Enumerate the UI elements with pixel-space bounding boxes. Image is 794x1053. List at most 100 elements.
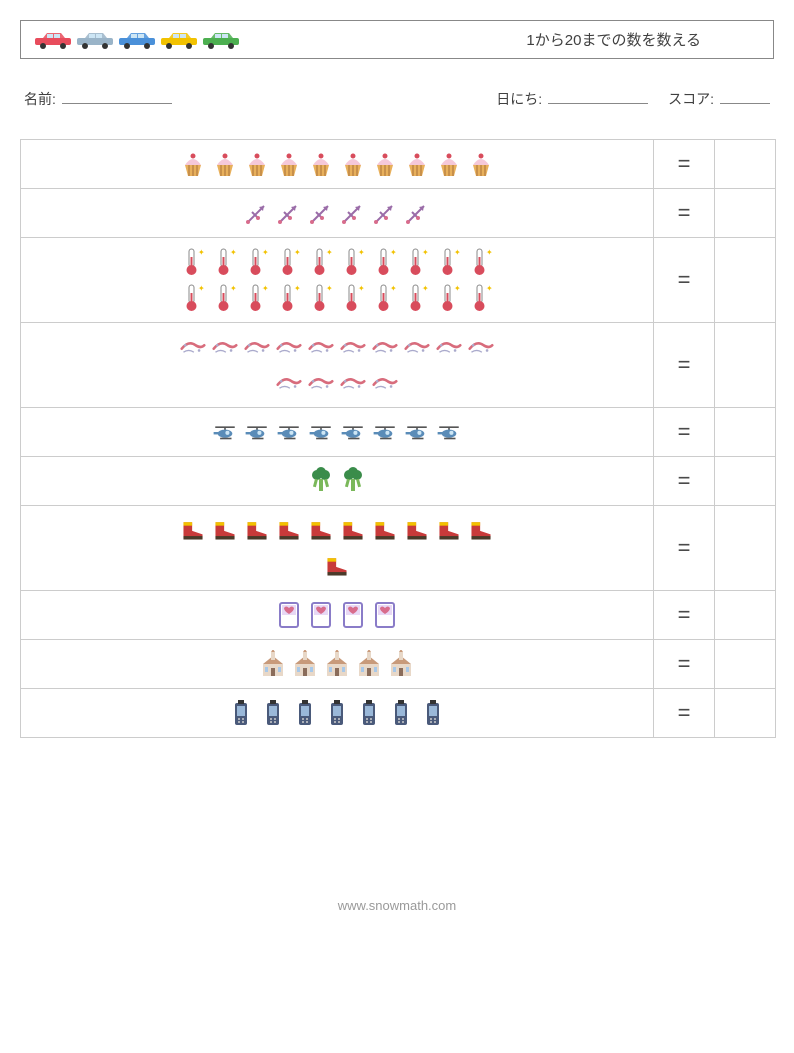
- svg-text:✦: ✦: [454, 248, 460, 257]
- svg-text:✦: ✦: [294, 284, 300, 293]
- phone-icon: [420, 699, 446, 727]
- date-label: 日にち:: [496, 89, 542, 109]
- helicopter-icon: [436, 418, 462, 446]
- table-row: =: [21, 188, 775, 237]
- helicopter-icon: [276, 418, 302, 446]
- answer-cell[interactable]: [715, 323, 775, 407]
- svg-text:✦: ✦: [486, 248, 492, 257]
- card-icon: [372, 601, 398, 629]
- svg-text:✦: ✦: [486, 284, 492, 293]
- boot-icon: [372, 516, 398, 544]
- table-row: =: [21, 456, 775, 505]
- car-icon: [33, 31, 73, 49]
- wind-icon: [372, 369, 398, 397]
- helicopter-icon: [340, 418, 366, 446]
- name-blank[interactable]: [62, 89, 172, 104]
- thermometer-icon: ✦: [372, 248, 398, 276]
- thermometer-icon: ✦: [244, 248, 270, 276]
- equals-cell: =: [653, 591, 715, 639]
- church-icon: [324, 650, 350, 678]
- worksheet-title: 1から20までの数を数える: [526, 29, 761, 50]
- boot-icon: [276, 516, 302, 544]
- answer-cell[interactable]: [715, 408, 775, 456]
- date-blank[interactable]: [548, 89, 648, 104]
- thermometer-icon: ✦: [212, 284, 238, 312]
- thermometer-icon: ✦: [244, 284, 270, 312]
- sagittarius-icon: [244, 199, 270, 227]
- cupcake-icon: [212, 150, 238, 178]
- car-icon: [75, 31, 115, 49]
- sagittarius-icon: [404, 199, 430, 227]
- wind-icon: [372, 333, 398, 361]
- items-cell: [21, 323, 653, 407]
- equals-cell: =: [653, 689, 715, 737]
- cupcake-icon: [180, 150, 206, 178]
- footer-link[interactable]: www.snowmath.com: [338, 898, 456, 913]
- table-row: =: [21, 322, 775, 407]
- cupcake-icon: [372, 150, 398, 178]
- sagittarius-icon: [340, 199, 366, 227]
- thermometer-icon: ✦: [404, 248, 430, 276]
- car-strip: [33, 31, 241, 49]
- wind-icon: [244, 333, 270, 361]
- thermometer-icon: ✦: [340, 248, 366, 276]
- table-row: =: [21, 505, 775, 590]
- thermometer-icon: ✦: [180, 248, 206, 276]
- items-cell: [21, 689, 653, 737]
- footer: www.snowmath.com: [20, 898, 774, 913]
- thermometer-icon: ✦: [276, 284, 302, 312]
- thermometer-icon: ✦: [436, 248, 462, 276]
- thermometer-icon: ✦: [308, 284, 334, 312]
- answer-cell[interactable]: [715, 689, 775, 737]
- boot-icon: [212, 516, 238, 544]
- sagittarius-icon: [372, 199, 398, 227]
- svg-text:✦: ✦: [454, 284, 460, 293]
- card-icon: [308, 601, 334, 629]
- items-cell: [21, 140, 653, 188]
- answer-cell[interactable]: [715, 506, 775, 590]
- svg-text:✦: ✦: [294, 248, 300, 257]
- answer-cell[interactable]: [715, 457, 775, 505]
- equals-cell: =: [653, 408, 715, 456]
- broccoli-icon: [308, 467, 334, 495]
- svg-text:✦: ✦: [326, 284, 332, 293]
- wind-icon: [340, 333, 366, 361]
- thermometer-icon: ✦: [212, 248, 238, 276]
- cupcake-icon: [404, 150, 430, 178]
- score-label: スコア:: [668, 89, 714, 109]
- items-cell: [21, 408, 653, 456]
- score-blank[interactable]: [720, 89, 770, 104]
- wind-icon: [276, 369, 302, 397]
- svg-text:✦: ✦: [422, 284, 428, 293]
- thermometer-icon: ✦: [180, 284, 206, 312]
- wind-icon: [276, 333, 302, 361]
- table-row: ✦✦✦✦✦✦✦✦✦✦✦✦✦✦✦✦✦✦✦✦=: [21, 237, 775, 322]
- wind-icon: [468, 333, 494, 361]
- phone-icon: [228, 699, 254, 727]
- church-icon: [388, 650, 414, 678]
- answer-cell[interactable]: [715, 591, 775, 639]
- boot-icon: [180, 516, 206, 544]
- answer-cell[interactable]: [715, 238, 775, 322]
- helicopter-icon: [308, 418, 334, 446]
- helicopter-icon: [212, 418, 238, 446]
- answer-cell[interactable]: [715, 640, 775, 688]
- svg-text:✦: ✦: [326, 248, 332, 257]
- equals-cell: =: [653, 189, 715, 237]
- svg-text:✦: ✦: [198, 284, 204, 293]
- answer-cell[interactable]: [715, 189, 775, 237]
- thermometer-icon: ✦: [308, 248, 334, 276]
- thermometer-icon: ✦: [468, 248, 494, 276]
- answer-cell[interactable]: [715, 140, 775, 188]
- cupcake-icon: [244, 150, 270, 178]
- svg-text:✦: ✦: [262, 248, 268, 257]
- counting-table: ==✦✦✦✦✦✦✦✦✦✦✦✦✦✦✦✦✦✦✦✦========: [20, 139, 776, 738]
- svg-text:✦: ✦: [358, 284, 364, 293]
- svg-text:✦: ✦: [422, 248, 428, 257]
- car-icon: [201, 31, 241, 49]
- car-icon: [117, 31, 157, 49]
- items-cell: ✦✦✦✦✦✦✦✦✦✦✦✦✦✦✦✦✦✦✦✦: [21, 238, 653, 322]
- table-row: =: [21, 688, 775, 737]
- thermometer-icon: ✦: [436, 284, 462, 312]
- sagittarius-icon: [308, 199, 334, 227]
